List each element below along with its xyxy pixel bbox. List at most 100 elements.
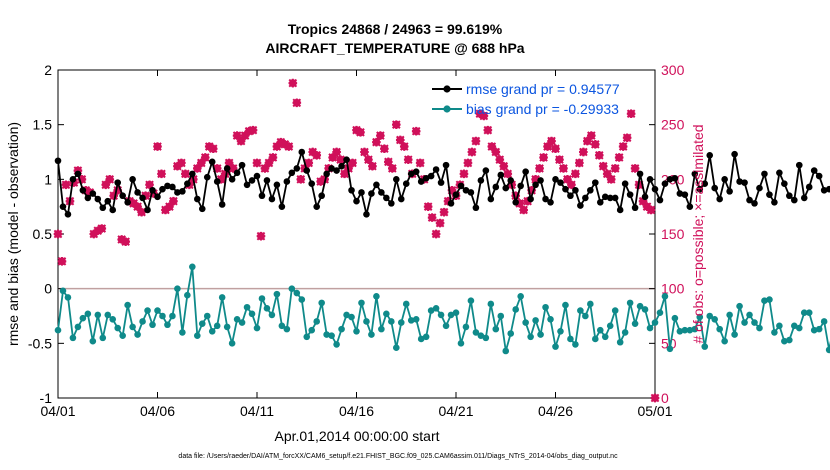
rmse-point [378, 189, 385, 196]
bias-point [228, 340, 236, 347]
bias-point [686, 326, 694, 334]
rmse-point [308, 180, 316, 188]
bias-point [258, 295, 266, 302]
bias-point [681, 326, 689, 334]
bias-point [328, 332, 335, 339]
obs-assimilated-point [157, 169, 166, 179]
rmse-point [422, 174, 430, 182]
rmse-point [761, 170, 768, 178]
bias-point [174, 285, 181, 292]
rmse-point [656, 196, 664, 204]
obs-assimilated-point [384, 157, 393, 167]
y-tick-label-left: 1.5 [33, 117, 53, 133]
obs-assimilated-point [376, 131, 385, 140]
obs-assimilated-point [348, 158, 357, 168]
rmse-point [437, 179, 445, 186]
obs-assimilated-point [575, 158, 584, 168]
obs-assimilated-point [332, 147, 341, 157]
legend: rmse grand pr = 0.94577 bias grand pr = … [432, 81, 620, 117]
rmse-point [482, 167, 490, 174]
rmse-point [507, 177, 515, 184]
rmse-point [198, 205, 206, 213]
rmse-point [671, 174, 679, 182]
bias-point [159, 312, 166, 320]
bias-point [54, 326, 62, 334]
rmse-point [298, 148, 306, 156]
obs-assimilated-point [308, 147, 318, 157]
obs-assimilated-point [364, 155, 373, 164]
obs-assimilated-point [403, 155, 413, 164]
rmse-point [547, 198, 554, 206]
obs-assimilated-point [483, 125, 493, 135]
obs-assimilated-point [459, 169, 469, 179]
bias-point [417, 335, 425, 343]
obs-assimilated-point [181, 169, 190, 179]
rmse-point [159, 185, 166, 193]
rmse-point [383, 194, 390, 202]
bias-point [74, 323, 82, 331]
rmse-point [776, 169, 783, 177]
x-tick-label: 04/26 [538, 403, 573, 419]
rmse-series [54, 148, 830, 218]
bias-point [154, 307, 161, 314]
rmse-point [661, 180, 669, 188]
obs-assimilated-point [479, 111, 489, 121]
obs-assimilated-point [551, 144, 560, 154]
bias-point [492, 325, 500, 333]
obs-assimilated-point [53, 229, 63, 239]
obs-assimilated-point [415, 158, 425, 168]
bias-point [144, 307, 151, 314]
rmse-point [601, 193, 609, 201]
bias-point [741, 319, 748, 326]
rmse-point [731, 150, 738, 158]
bias-point [497, 312, 505, 320]
rmse-point [641, 193, 649, 201]
rmse-point [825, 185, 830, 193]
rmse-point [631, 204, 639, 212]
rmse-point [646, 176, 654, 183]
y-tick-label-left: 0 [44, 281, 52, 297]
y-tick-label-left: -1 [40, 390, 53, 406]
obs-assimilated-point [579, 147, 588, 157]
bias-point [69, 334, 77, 342]
obs-assimilated-point [531, 175, 540, 184]
bias-point [432, 305, 440, 312]
rmse-point [179, 188, 186, 195]
obs-assimilated-point [105, 175, 115, 184]
rmse-point [691, 170, 699, 178]
bias-point [542, 303, 549, 311]
obs-assimilated-point [101, 180, 111, 190]
bias-point [562, 301, 569, 309]
bias-point [651, 319, 659, 326]
rmse-point [144, 206, 151, 214]
rmse-point [487, 195, 495, 203]
obs-assimilated-point [57, 257, 67, 266]
bias-point [338, 325, 345, 333]
rmse-point [756, 184, 763, 192]
obs-assimilated-point [77, 175, 87, 184]
rmse-point [69, 176, 77, 183]
bias-point [298, 296, 306, 303]
bias-point [104, 311, 112, 319]
obs-assimilated-point [165, 202, 174, 211]
obs-assimilated-point [137, 207, 146, 217]
obs-assimilated-point [352, 125, 361, 135]
obs-assimilated-point [145, 180, 154, 190]
rmse-point [248, 177, 256, 184]
obs-assimilated-point [559, 164, 568, 173]
obs-assimilated-point [177, 158, 186, 168]
rmse-point [800, 194, 808, 202]
rmse-point [293, 165, 301, 172]
obs-assimilated-point [240, 131, 250, 140]
bias-point [437, 311, 445, 319]
bias-point [701, 343, 709, 350]
bias-point [198, 320, 206, 327]
obs-assimilated-point [563, 175, 572, 184]
rmse-point [786, 192, 793, 200]
bias-point [393, 344, 400, 352]
bias-point [303, 333, 311, 341]
bias-point [169, 312, 176, 320]
rmse-point [527, 195, 534, 203]
obs-series [53, 78, 660, 403]
bias-point [781, 337, 788, 345]
